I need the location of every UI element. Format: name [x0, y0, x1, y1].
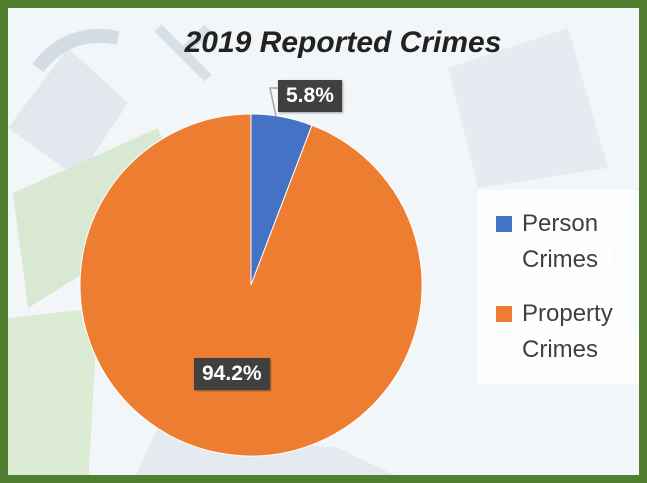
legend-label-line1: Person: [522, 210, 599, 237]
chart-title: 2019 Reported Crimes: [184, 26, 502, 59]
data-label-property-crimes: 94.2%: [194, 358, 270, 390]
pie-chart: [79, 87, 423, 457]
data-label-person-crimes: 5.8%: [278, 80, 342, 112]
pie-slice-property-crimes: [79, 113, 423, 457]
legend-swatch-property: [496, 306, 512, 322]
legend-label-line1: Property: [522, 300, 613, 327]
legend: Person Crimes Property Crimes: [478, 190, 639, 384]
legend-swatch-person: [496, 216, 512, 232]
legend-label-line2: Crimes: [522, 336, 598, 363]
legend-label-line2: Crimes: [522, 246, 598, 273]
